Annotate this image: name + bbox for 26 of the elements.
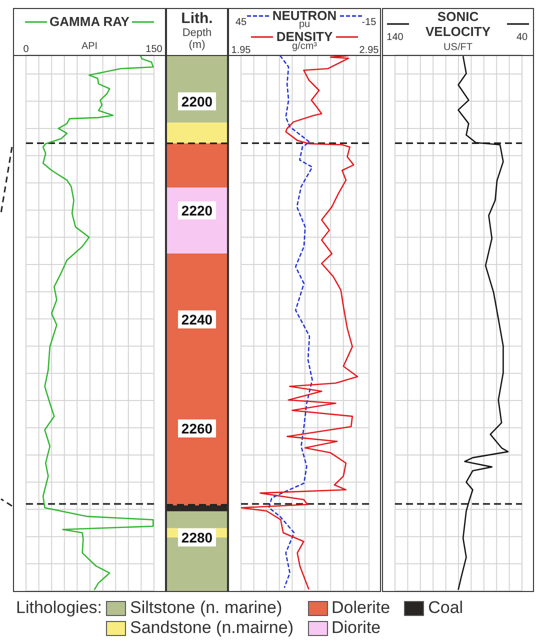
x-axis-title: g/cm³ <box>292 41 317 52</box>
y-axis-title: Depth (m) <box>181 27 213 51</box>
legend-title: Lithologies: <box>16 598 102 618</box>
legend-label: Sandstone (n.mairne) <box>130 618 294 638</box>
legend-label: Diorite <box>332 618 381 638</box>
x-axis-title: US/FT <box>442 42 474 53</box>
chart-title: Lith. <box>180 10 214 27</box>
x2-tick-label: -15 <box>362 17 377 28</box>
legend-label: Coal <box>428 598 464 618</box>
x-tick-label: 0 <box>23 44 30 55</box>
x-tick-label: 150 <box>146 44 163 55</box>
x-tick-label: 1.95 <box>231 45 252 56</box>
legend-label: SONIC VELOCITY <box>424 9 492 39</box>
legend-label: GAMMA RAY <box>50 14 130 29</box>
y-tick-label: 2200 <box>181 93 213 110</box>
legend-label: Siltstone (n. marine) <box>130 598 282 618</box>
x-tick-label: 2.95 <box>359 45 380 56</box>
x-axis-title: API <box>81 41 98 52</box>
y-tick-label: 2280 <box>181 529 213 546</box>
y-tick-label: 2260 <box>181 420 213 436</box>
legend-label: Dolerite <box>332 598 390 618</box>
y-tick-label: 2240 <box>181 311 213 328</box>
x2-tick-label: 45 <box>235 17 247 28</box>
y-tick-label: 2220 <box>181 202 213 218</box>
x-tick-label: 40 <box>516 32 528 43</box>
x-tick-label: 140 <box>386 32 404 43</box>
